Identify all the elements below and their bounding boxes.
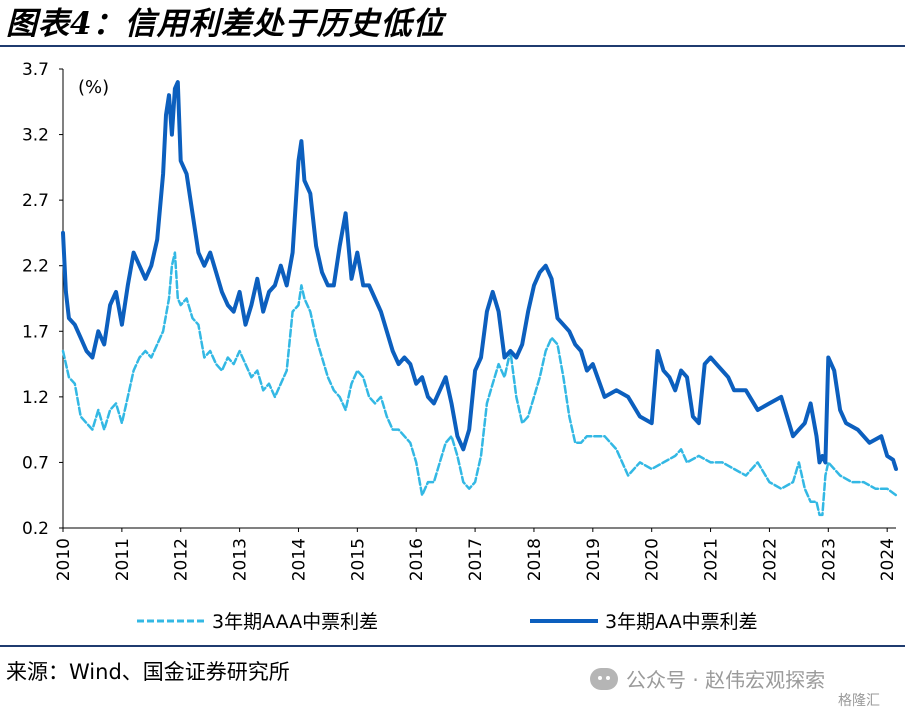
- source-note: 来源：Wind、国金证券研究所: [6, 660, 290, 684]
- y-tick-label: 3.2: [22, 126, 49, 146]
- corner-badge: 格隆汇: [838, 693, 880, 709]
- x-tick-label: 2015: [348, 538, 368, 581]
- y-tick-label: 1.2: [22, 388, 49, 408]
- y-tick-label: 0.7: [22, 453, 49, 473]
- x-tick-label: 2013: [231, 538, 251, 581]
- chart-series: [61, 80, 898, 517]
- chart-legend: 3年期AAA中票利差 3年期AA中票利差: [137, 611, 758, 633]
- x-tick-label: 2021: [702, 538, 722, 581]
- series-line-aa: [61, 80, 898, 471]
- x-tick-label: 2019: [584, 538, 604, 581]
- x-tick-label: 2011: [113, 538, 133, 581]
- title-divider: [0, 45, 905, 47]
- watermark: 公众号 · 赵伟宏观探索: [590, 664, 825, 693]
- watermark-text: 公众号 · 赵伟宏观探索: [626, 668, 826, 692]
- x-tick-label: 2022: [760, 538, 780, 581]
- x-tick-label: 2010: [54, 538, 74, 581]
- y-tick-label: 2.2: [22, 257, 49, 277]
- x-tick-label: 2024: [878, 538, 898, 581]
- line-chart: 0.2 0.7 1.2 1.7 2.2 2.7 3.2 3.7 2010 2011 2012 2013…: [22, 60, 898, 633]
- x-tick-label: 2020: [643, 538, 663, 581]
- y-tick-label: 2.7: [22, 191, 49, 211]
- legend-item-aa: 3年期AA中票利差: [530, 611, 758, 633]
- x-tick-label: 2016: [407, 538, 427, 581]
- legend-item-aaa: 3年期AAA中票利差: [137, 611, 378, 633]
- footer-divider: [0, 645, 905, 647]
- x-tick-label: 2012: [172, 538, 192, 581]
- y-unit-label: (%): [78, 77, 109, 98]
- y-tick-label: 0.2: [22, 519, 49, 539]
- x-tick-label: 2018: [525, 538, 545, 581]
- x-tick-label: 2023: [819, 538, 839, 581]
- page-title: 图表4：信用利差处于历史低位: [6, 6, 445, 42]
- series-line-aaa: [61, 251, 898, 517]
- y-tick-label: 3.7: [22, 60, 49, 80]
- legend-label: 3年期AA中票利差: [605, 611, 758, 633]
- wechat-icon: [590, 667, 618, 690]
- y-tick-label: 1.7: [22, 322, 49, 342]
- legend-label: 3年期AAA中票利差: [212, 611, 378, 633]
- chart-axes: 0.2 0.7 1.2 1.7 2.2 2.7 3.2 3.7 2010 2011 2012 2013…: [22, 60, 898, 581]
- x-tick-label: 2017: [466, 538, 486, 581]
- x-tick-label: 2014: [289, 538, 309, 581]
